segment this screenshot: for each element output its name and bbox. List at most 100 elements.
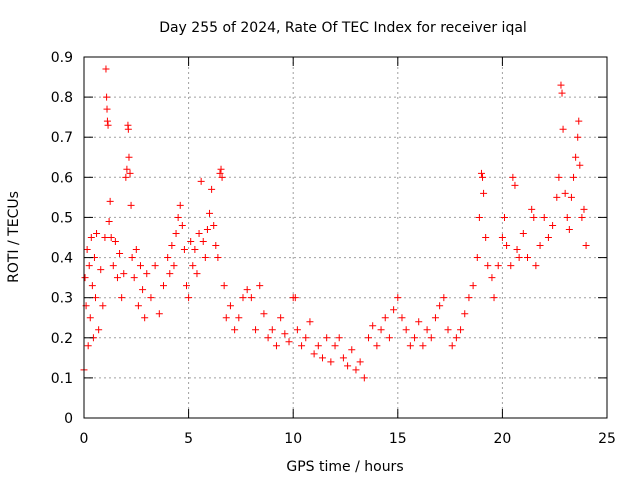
y-tick-label: 0.9 bbox=[51, 50, 73, 66]
data-point bbox=[193, 270, 201, 278]
data-point bbox=[411, 334, 419, 342]
data-point bbox=[183, 282, 191, 290]
data-point bbox=[385, 334, 393, 342]
y-tick-label: 0.6 bbox=[51, 170, 73, 186]
data-point bbox=[509, 173, 517, 181]
data-point bbox=[563, 213, 571, 221]
data-point bbox=[461, 310, 469, 318]
data-point bbox=[572, 153, 580, 161]
data-point bbox=[549, 221, 557, 229]
data-point bbox=[155, 310, 163, 318]
data-point bbox=[151, 262, 159, 270]
data-point bbox=[125, 153, 133, 161]
data-point bbox=[339, 354, 347, 362]
data-point bbox=[185, 294, 193, 302]
data-point bbox=[143, 270, 151, 278]
data-point bbox=[103, 117, 111, 125]
data-point bbox=[176, 201, 184, 209]
data-point bbox=[139, 286, 147, 294]
data-point bbox=[172, 229, 180, 237]
data-point bbox=[314, 342, 322, 350]
data-point bbox=[106, 197, 114, 205]
plot-frame bbox=[83, 56, 608, 419]
data-point bbox=[557, 81, 565, 89]
data-point bbox=[356, 358, 364, 366]
grid-lines bbox=[84, 57, 607, 418]
data-point bbox=[302, 334, 310, 342]
data-point bbox=[103, 105, 111, 113]
data-point bbox=[208, 185, 216, 193]
data-point bbox=[101, 234, 109, 241]
data-point bbox=[260, 310, 268, 318]
data-point bbox=[323, 334, 331, 342]
x-axis-ticks bbox=[83, 57, 608, 418]
data-point bbox=[559, 125, 567, 133]
data-point bbox=[406, 342, 414, 350]
data-point bbox=[197, 177, 205, 185]
x-tick-label: 0 bbox=[80, 431, 89, 447]
y-tick-label: 0.1 bbox=[51, 371, 73, 387]
y-tick-label: 0.8 bbox=[51, 90, 73, 106]
data-point bbox=[448, 342, 456, 350]
data-point bbox=[109, 262, 117, 270]
data-point bbox=[159, 282, 167, 290]
data-point bbox=[440, 294, 448, 302]
data-point bbox=[377, 326, 385, 334]
data-point bbox=[214, 254, 222, 262]
data-point bbox=[256, 282, 264, 290]
data-point bbox=[130, 274, 138, 282]
data-point bbox=[394, 294, 402, 302]
data-point bbox=[93, 229, 101, 237]
data-point bbox=[268, 326, 276, 334]
data-point bbox=[532, 262, 540, 270]
data-point bbox=[95, 326, 103, 334]
y-tick-label: 0.3 bbox=[51, 291, 73, 307]
data-point bbox=[216, 169, 224, 177]
data-point bbox=[576, 161, 584, 169]
data-point bbox=[118, 294, 126, 302]
data-point bbox=[578, 213, 586, 221]
data-point bbox=[306, 318, 314, 326]
data-point bbox=[187, 238, 195, 246]
data-point bbox=[281, 330, 289, 338]
x-tick-labels: 0 5 10 15 20 25 bbox=[80, 431, 616, 447]
data-point bbox=[540, 213, 548, 221]
data-point bbox=[507, 262, 515, 270]
data-point bbox=[580, 205, 588, 213]
data-point bbox=[174, 213, 182, 221]
data-point bbox=[530, 213, 538, 221]
data-point bbox=[111, 238, 119, 246]
data-point bbox=[513, 246, 521, 254]
x-tick-label: 10 bbox=[284, 431, 302, 447]
data-point bbox=[291, 294, 299, 302]
data-point bbox=[201, 254, 209, 262]
data-point bbox=[503, 242, 511, 250]
data-point bbox=[103, 93, 111, 101]
data-point bbox=[132, 246, 140, 254]
data-point bbox=[123, 165, 131, 173]
data-point bbox=[293, 326, 301, 334]
data-point bbox=[480, 189, 488, 197]
data-point bbox=[126, 169, 134, 177]
data-point bbox=[231, 326, 239, 334]
data-point bbox=[170, 262, 178, 270]
data-point bbox=[116, 250, 124, 258]
data-point bbox=[217, 165, 225, 173]
data-point bbox=[203, 225, 211, 233]
data-point bbox=[81, 274, 89, 282]
data-point bbox=[141, 314, 149, 322]
data-point bbox=[272, 342, 280, 350]
data-point bbox=[469, 282, 477, 290]
data-point bbox=[99, 302, 107, 310]
data-point bbox=[264, 334, 272, 342]
data-point bbox=[318, 354, 326, 362]
data-point bbox=[402, 326, 410, 334]
data-point bbox=[452, 334, 460, 342]
x-tick-label: 20 bbox=[493, 431, 511, 447]
data-point bbox=[373, 342, 381, 350]
y-tick-label: 0.4 bbox=[51, 251, 73, 267]
data-point bbox=[147, 294, 155, 302]
data-point bbox=[427, 334, 435, 342]
data-point bbox=[582, 242, 590, 250]
data-point bbox=[484, 262, 492, 270]
